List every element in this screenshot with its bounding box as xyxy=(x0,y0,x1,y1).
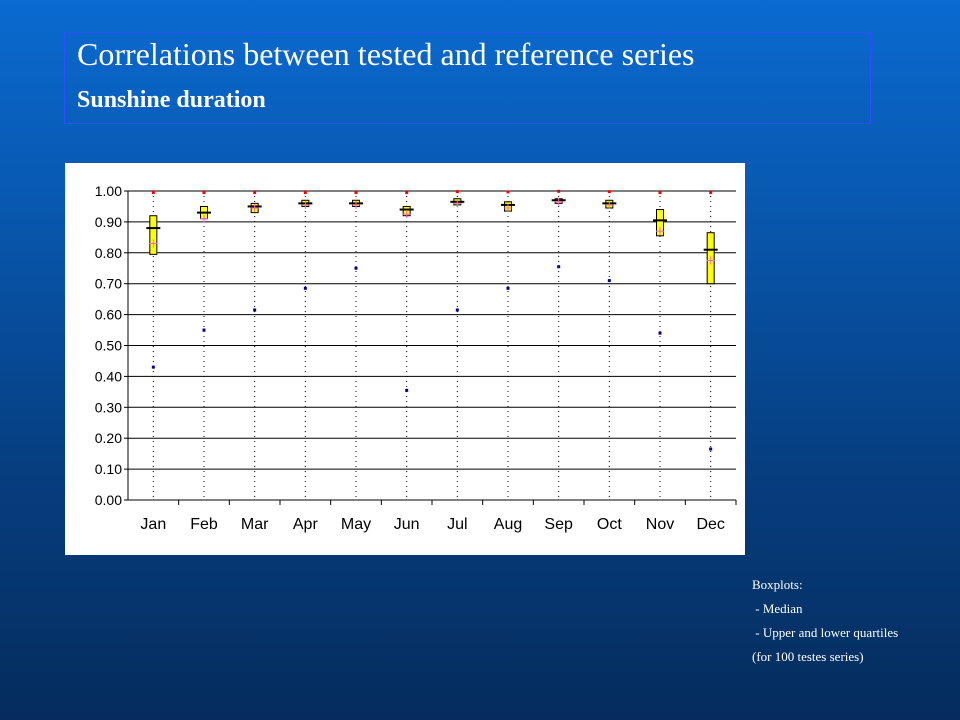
y-tick-label: 0.70 xyxy=(95,276,122,292)
x-tick-label: Mar xyxy=(241,516,269,533)
max-marker xyxy=(709,191,713,195)
x-tick-label: Jul xyxy=(447,516,467,533)
min-marker xyxy=(151,365,155,369)
y-tick-label: 0.80 xyxy=(95,245,122,261)
max-marker xyxy=(151,191,155,195)
min-marker xyxy=(455,308,459,312)
max-marker xyxy=(506,190,510,194)
x-tick-label: Nov xyxy=(646,516,674,533)
min-marker xyxy=(557,265,561,269)
max-marker xyxy=(455,190,459,194)
x-tick-label: Oct xyxy=(597,516,622,533)
x-tick-label: Apr xyxy=(293,516,319,533)
notes-item-quartiles: - Upper and lower quartiles xyxy=(752,625,899,640)
max-marker xyxy=(658,191,662,195)
y-tick-label: 0.00 xyxy=(95,492,122,508)
page-subtitle: Sunshine duration xyxy=(77,87,266,113)
x-tick-label: Jan xyxy=(140,516,166,533)
x-tick-label: Aug xyxy=(494,516,522,533)
y-tick-label: 0.10 xyxy=(95,461,122,477)
title-box: Correlations between tested and referenc… xyxy=(64,32,871,124)
x-tick-label: Dec xyxy=(696,516,724,533)
min-marker xyxy=(354,266,358,270)
max-marker xyxy=(202,191,206,195)
x-tick-label: Sep xyxy=(544,516,573,533)
y-tick-label: 1.00 xyxy=(95,183,122,199)
min-marker xyxy=(709,447,713,451)
x-tick-label: Jun xyxy=(394,516,420,533)
y-tick-label: 0.40 xyxy=(95,368,122,384)
min-marker xyxy=(405,388,409,392)
min-marker xyxy=(658,331,662,335)
min-marker xyxy=(303,286,307,290)
y-tick-label: 0.90 xyxy=(95,214,122,230)
min-marker xyxy=(607,279,611,283)
x-tick-label: Feb xyxy=(190,516,218,533)
chart-panel: 0.00 0.10 0.20 0.30 0.40 0.50 0.60 0.70 0.80 0.90… xyxy=(65,163,745,555)
boxplot-chart: 0.00 0.10 0.20 0.30 0.40 0.50 0.60 0.70 0.80 0.90… xyxy=(95,183,737,533)
y-tick-label: 0.20 xyxy=(95,430,122,446)
y-tick-label: 0.50 xyxy=(95,338,122,354)
page-title: Correlations between tested and referenc… xyxy=(77,36,695,72)
min-marker xyxy=(202,328,206,332)
max-marker xyxy=(303,191,307,195)
max-marker xyxy=(253,191,257,195)
x-tick-label: May xyxy=(341,516,371,533)
quartile-box xyxy=(656,209,664,237)
max-marker xyxy=(557,189,561,193)
min-marker xyxy=(253,308,257,312)
quartile-box xyxy=(149,215,158,255)
max-marker xyxy=(354,191,358,195)
y-tick-label: 0.30 xyxy=(95,399,122,415)
legend-notes: Boxplots: - Median - Upper and lower qua… xyxy=(752,573,952,669)
notes-footer: (for 100 testes series) xyxy=(752,649,864,664)
max-marker xyxy=(607,190,611,194)
notes-heading: Boxplots: xyxy=(752,577,803,592)
y-tick-label: 0.60 xyxy=(95,307,122,323)
notes-item-median: - Median xyxy=(752,601,803,616)
min-marker xyxy=(506,286,510,290)
max-marker xyxy=(405,191,409,195)
